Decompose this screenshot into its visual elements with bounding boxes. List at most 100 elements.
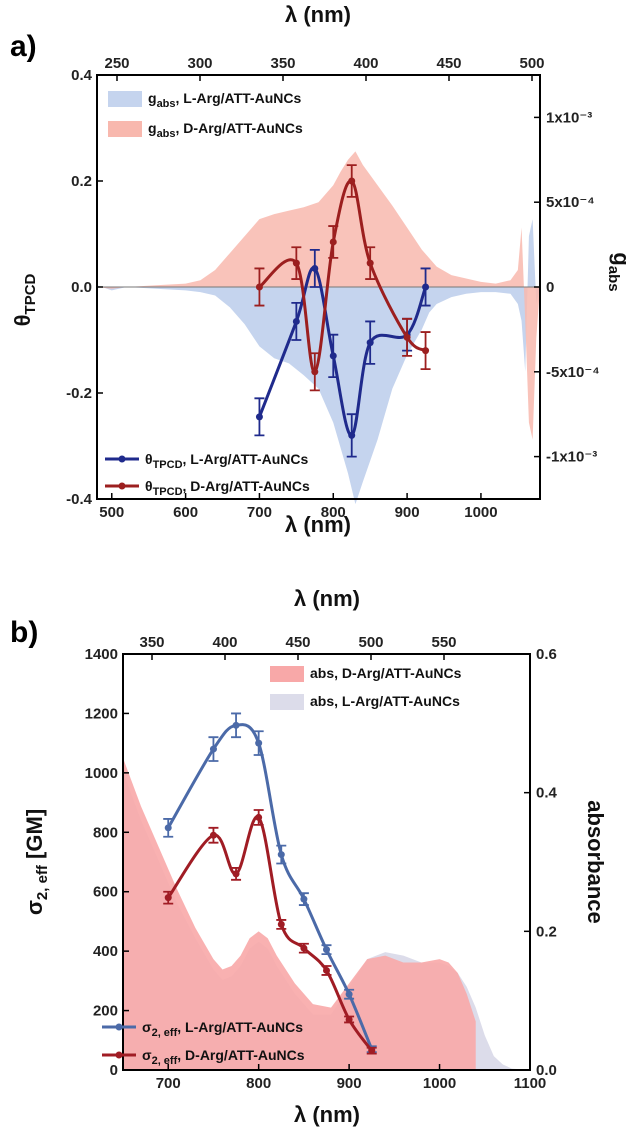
y2-axis-label-b: absorbance: [583, 800, 608, 924]
b-legend-text-1: σ2, eff, D-Arg/ATT-AuNCs: [142, 1047, 305, 1067]
a-data-point-1-6: [403, 333, 411, 341]
b-data-point-1-6: [323, 966, 330, 974]
a-ytick-label-1: -0.2: [66, 385, 92, 402]
a-x2tick-label-1: 300: [187, 55, 212, 72]
x2-axis-label-b: λ (nm): [294, 586, 360, 611]
panel-label-b: b): [10, 616, 38, 649]
y2-axis-label-a: gabs: [605, 252, 634, 291]
a-ytick-label-0: -0.4: [66, 491, 93, 508]
b-area-1: [123, 758, 476, 1070]
b-ytick-label-2: 400: [93, 943, 118, 960]
a-legend-swatch-0: [108, 91, 142, 107]
y-axis-label-a: θTPCD: [10, 273, 39, 326]
b-data-point-0-4: [277, 851, 285, 859]
a-legend-text-0: θTPCD, L-Arg/ATT-AuNCs: [145, 451, 308, 471]
sigma-series-group: [163, 712, 377, 1055]
b-data-point-1-5: [300, 944, 308, 952]
b-ytick-label-4: 800: [93, 824, 118, 841]
b-data-point-0-3: [255, 739, 263, 747]
b-legend-text-1: abs, L-Arg/ATT-AuNCs: [310, 693, 460, 709]
b-xtick-label-3: 1000: [423, 1075, 456, 1092]
a-legend-text-1: θTPCD, D-Arg/ATT-AuNCs: [145, 478, 310, 498]
a-x2tick-label-4: 450: [436, 55, 461, 72]
legend-bottom-b: σ2, eff, L-Arg/ATT-AuNCs σ2, eff, D-Arg/A…: [102, 1019, 305, 1067]
theta-series-group: [254, 164, 431, 458]
b-y2tick-label-3: 0.6: [536, 646, 557, 663]
a-data-point-0-0: [255, 413, 263, 421]
a-data-point-1-2: [311, 368, 319, 376]
b-legend-swatch-1: [270, 694, 304, 710]
b-ytick-label-1: 200: [93, 1003, 118, 1020]
legend-top-b: abs, D-Arg/ATT-AuNCs abs, L-Arg/ATT-AuNCs: [270, 665, 462, 710]
b-x2tick-label-1: 400: [212, 634, 237, 651]
b-ytick-label-7: 1400: [85, 646, 118, 663]
b-data-point-1-7: [345, 1015, 353, 1023]
a-y2tick-label-4: 1x10⁻³: [546, 109, 592, 126]
b-x2tick-label-2: 450: [285, 634, 310, 651]
axes-b: 700 800 900 1000 1100 350 400 450 500 550 0 200 400 6…: [85, 634, 558, 1092]
a-data-point-0-3: [329, 352, 337, 360]
b-data-point-1-1: [209, 831, 217, 839]
b-data-point-1-8: [368, 1047, 376, 1055]
a-data-point-1-5: [366, 259, 374, 267]
b-series-line-1: [166, 815, 373, 1052]
b-data-point-0-1: [209, 745, 217, 753]
chart-panel-b: b) 700 800 900 1000 1100 350 400 450 500 550 0 200 4…: [10, 586, 608, 1127]
x-axis-label-b: λ (nm): [294, 1102, 360, 1127]
a-y2tick-label-0: -1x10⁻³: [546, 449, 597, 466]
a-data-point-0-7: [422, 283, 430, 291]
x-axis-label-a: λ (nm): [285, 512, 351, 537]
b-legend-text-0: abs, D-Arg/ATT-AuNCs: [310, 665, 462, 681]
b-legend-marker-1: [115, 1051, 123, 1059]
b-y2tick-label-2: 0.4: [536, 785, 558, 802]
axes-a: 500 600 700 800 900 1000 250 300 350 400 450 500 -0.…: [66, 55, 600, 521]
b-xtick-label-0: 700: [156, 1075, 181, 1092]
a-series-line-1: [258, 179, 427, 374]
a-ytick-label-3: 0.2: [71, 173, 92, 190]
b-data-point-0-5: [300, 895, 308, 903]
b-series-line-0: [166, 723, 374, 1050]
a-y2tick-label-3: 5x10⁻⁴: [546, 194, 595, 211]
b-y2tick-label-0: 0.0: [536, 1062, 557, 1079]
b-ytick-label-0: 0: [110, 1062, 118, 1079]
a-data-point-1-7: [422, 347, 430, 355]
a-data-point-1-4: [348, 177, 356, 185]
a-xtick-label-3: 800: [321, 504, 346, 521]
b-x2tick-label-0: 350: [139, 634, 164, 651]
a-legend-marker-1: [118, 482, 126, 490]
a-xtick-label-4: 900: [395, 504, 420, 521]
plot-frame-b: [122, 653, 531, 1071]
a-x2tick-label-0: 250: [104, 55, 129, 72]
b-data-point-1-0: [164, 894, 172, 902]
a-y2tick-label-1: -5x10⁻⁴: [546, 364, 600, 381]
a-ytick-label-4: 0.4: [71, 67, 93, 84]
panel-label-a: a): [10, 30, 37, 63]
b-ytick-label-3: 600: [93, 884, 118, 901]
a-ytick-label-2: 0.0: [71, 279, 92, 296]
a-legend-marker-0: [118, 455, 126, 463]
b-ytick-label-5: 1000: [85, 765, 118, 782]
b-data-point-1-4: [277, 920, 285, 928]
b-x2tick-label-4: 550: [431, 634, 456, 651]
a-data-point-0-1: [292, 317, 300, 325]
absorbance-area-group: [123, 758, 530, 1070]
a-data-point-1-1: [292, 259, 300, 267]
a-xtick-label-2: 700: [247, 504, 272, 521]
b-data-point-0-6: [323, 946, 330, 954]
a-data-point-1-3: [329, 238, 337, 246]
b-xtick-label-4: 1100: [514, 1075, 547, 1092]
a-legend-text-1: gabs, D-Arg/ATT-AuNCs: [148, 120, 303, 140]
b-legend-text-0: σ2, eff, L-Arg/ATT-AuNCs: [142, 1019, 303, 1039]
b-data-point-0-0: [164, 824, 172, 832]
b-data-point-1-3: [255, 813, 263, 821]
b-x2tick-label-3: 500: [358, 634, 383, 651]
b-ytick-label-6: 1200: [85, 705, 118, 722]
a-x2tick-label-2: 350: [270, 55, 295, 72]
a-xtick-label-1: 600: [173, 504, 198, 521]
a-legend-swatch-1: [108, 121, 142, 137]
b-xtick-label-2: 900: [337, 1075, 362, 1092]
a-area-1: [97, 151, 540, 440]
a-data-point-0-4: [348, 431, 356, 439]
a-x2tick-label-3: 400: [353, 55, 378, 72]
